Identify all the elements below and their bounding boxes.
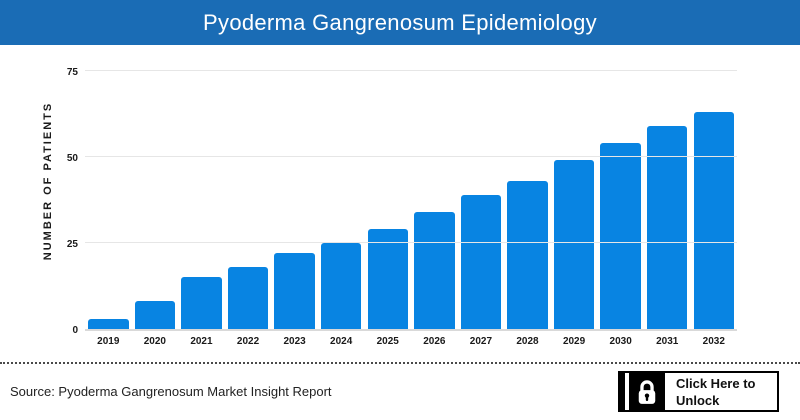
bar-column-2021 bbox=[178, 60, 225, 329]
bar-2031[interactable] bbox=[646, 126, 688, 329]
bar-2029[interactable] bbox=[553, 160, 595, 329]
x-tick-label-2019: 2019 bbox=[97, 336, 120, 347]
bar-column-2032 bbox=[691, 60, 738, 329]
click-here-to-unlock-button[interactable]: Click Here to Unlock bbox=[618, 371, 779, 412]
bar-column-2028 bbox=[504, 60, 551, 329]
bar-2022[interactable] bbox=[227, 267, 269, 329]
plot-area bbox=[85, 60, 737, 331]
source-text: Source: Pyoderma Gangrenosum Market Insi… bbox=[10, 384, 332, 399]
y-tick-label: 0 bbox=[72, 325, 78, 336]
bar-2026[interactable] bbox=[414, 212, 455, 329]
x-tick-label-2027: 2027 bbox=[469, 336, 493, 347]
bar-column-2022 bbox=[225, 60, 272, 329]
header-bar: Pyoderma Gangrenosum Epidemiology bbox=[0, 0, 800, 45]
dotted-separator bbox=[0, 362, 800, 364]
lock-icon bbox=[629, 373, 665, 410]
bar-2020[interactable] bbox=[134, 301, 176, 329]
unlock-label-line1: Click Here to bbox=[676, 375, 756, 391]
x-tick-label-2029: 2029 bbox=[562, 336, 586, 347]
bar-2030[interactable] bbox=[600, 143, 641, 329]
bar-column-2027 bbox=[458, 60, 505, 329]
x-axis-ticks: 2019 2020 2021 2022 2023 2024 2025 2026 2027 2028… bbox=[85, 336, 737, 347]
button-left-strip bbox=[620, 373, 625, 410]
bars-container bbox=[85, 60, 737, 329]
x-tick-label-2021: 2021 bbox=[190, 336, 213, 347]
bar-2028[interactable] bbox=[507, 181, 548, 329]
x-tick-label-2032: 2032 bbox=[702, 336, 725, 347]
x-tick-label-2028: 2028 bbox=[516, 336, 539, 347]
bar-column-2030 bbox=[597, 60, 644, 329]
bar-2021[interactable] bbox=[181, 277, 222, 329]
x-tick-label-2022: 2022 bbox=[236, 336, 260, 347]
bar-column-2024 bbox=[318, 60, 365, 329]
bar-2019[interactable] bbox=[88, 318, 129, 329]
bar-2025[interactable] bbox=[367, 229, 409, 329]
bar-2024[interactable] bbox=[320, 243, 362, 329]
y-tick-label: 75 bbox=[66, 67, 78, 78]
bar-column-2020 bbox=[132, 60, 179, 329]
x-tick-label-2030: 2030 bbox=[609, 336, 632, 347]
x-tick-label-2024: 2024 bbox=[330, 336, 353, 347]
unlock-label-line2: Unlock bbox=[676, 392, 720, 408]
x-tick-label-2023: 2023 bbox=[283, 336, 306, 347]
gridline-50 bbox=[85, 156, 737, 157]
bar-2032[interactable] bbox=[693, 112, 735, 329]
bar-column-2026 bbox=[411, 60, 458, 329]
button-gap bbox=[625, 373, 629, 410]
bar-column-2023 bbox=[271, 60, 318, 329]
y-tick-label: 50 bbox=[66, 153, 78, 164]
bar-column-2031 bbox=[644, 60, 691, 329]
page-title: Pyoderma Gangrenosum Epidemiology bbox=[203, 9, 597, 35]
unlock-button-label: Click Here to Unlock bbox=[665, 373, 777, 410]
bar-column-2019 bbox=[85, 60, 132, 329]
bar-2027[interactable] bbox=[460, 194, 502, 329]
epidemiology-chart: NUMBER OF PATIENTS 0 25 50 75 2019 2020 2021 2… bbox=[0, 45, 800, 363]
x-tick-label-2026: 2026 bbox=[423, 336, 446, 347]
bar-2023[interactable] bbox=[274, 253, 315, 329]
gridline-75 bbox=[85, 70, 737, 71]
gridline-25 bbox=[85, 242, 737, 243]
y-tick-label: 25 bbox=[66, 239, 78, 250]
bar-column-2025 bbox=[364, 60, 411, 329]
x-tick-label-2025: 2025 bbox=[376, 336, 399, 347]
x-tick-label-2031: 2031 bbox=[656, 336, 679, 347]
x-tick-label-2020: 2020 bbox=[143, 336, 166, 347]
bar-column-2029 bbox=[551, 60, 598, 329]
